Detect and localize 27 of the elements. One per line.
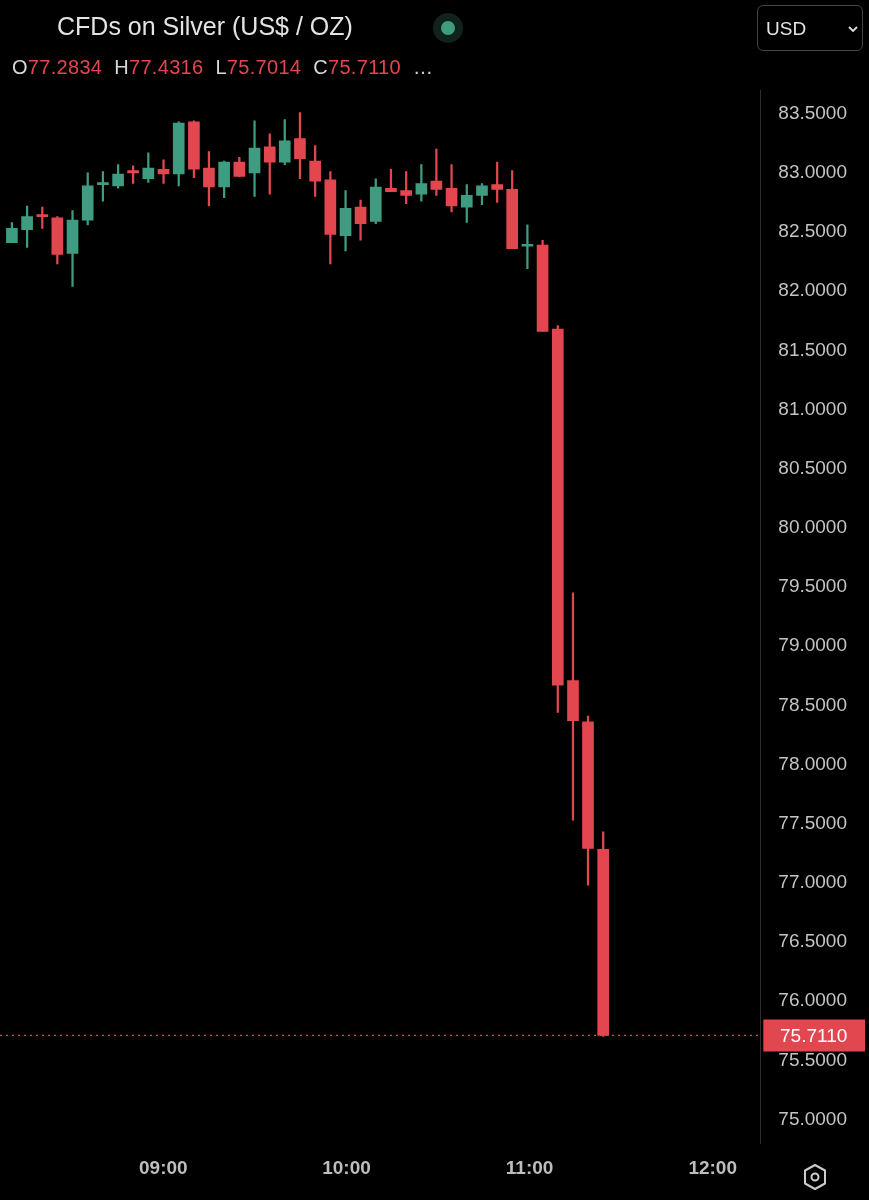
- y-tick-label: 77.0000: [778, 871, 848, 893]
- x-tick-label: 10:00: [322, 1156, 371, 1178]
- y-tick-label: 79.0000: [778, 634, 848, 656]
- y-tick-label: 83.0000: [778, 161, 848, 183]
- y-tick-label: 82.0000: [778, 279, 848, 301]
- ref-line-label: 75.7110: [780, 1024, 848, 1046]
- candlestick: [97, 171, 109, 202]
- text: USD: [766, 18, 807, 40]
- y-tick-label: 81.0000: [778, 397, 848, 419]
- chart-title: CFDs on Silver (US$ / OZ): [57, 12, 353, 41]
- x-tick-label: 12:00: [688, 1156, 738, 1178]
- y-tick-label: 79.5000: [778, 575, 848, 597]
- y-tick-label: 81.5000: [778, 338, 848, 360]
- y-tick-label: 76.0000: [778, 989, 848, 1011]
- y-tick-label: 75.5000: [778, 1048, 848, 1070]
- text: O77.2834 H77.4316 L75.7014 C75.7110 …: [12, 56, 434, 78]
- y-tick-label: 76.5000: [778, 930, 848, 952]
- x-tick-label: 09:00: [139, 1156, 188, 1178]
- x-tick-label: 11:00: [505, 1156, 554, 1178]
- y-tick-label: 82.5000: [778, 220, 848, 242]
- y-tick-label: 78.5000: [778, 693, 848, 715]
- y-tick-label: 77.5000: [778, 811, 848, 833]
- y-tick-label: 83.5000: [778, 101, 848, 123]
- y-tick-label: 80.5000: [778, 456, 848, 478]
- y-tick-label: 80.0000: [778, 516, 848, 538]
- y-tick-label: 78.0000: [778, 752, 848, 774]
- y-tick-label: 75.0000: [778, 1107, 848, 1129]
